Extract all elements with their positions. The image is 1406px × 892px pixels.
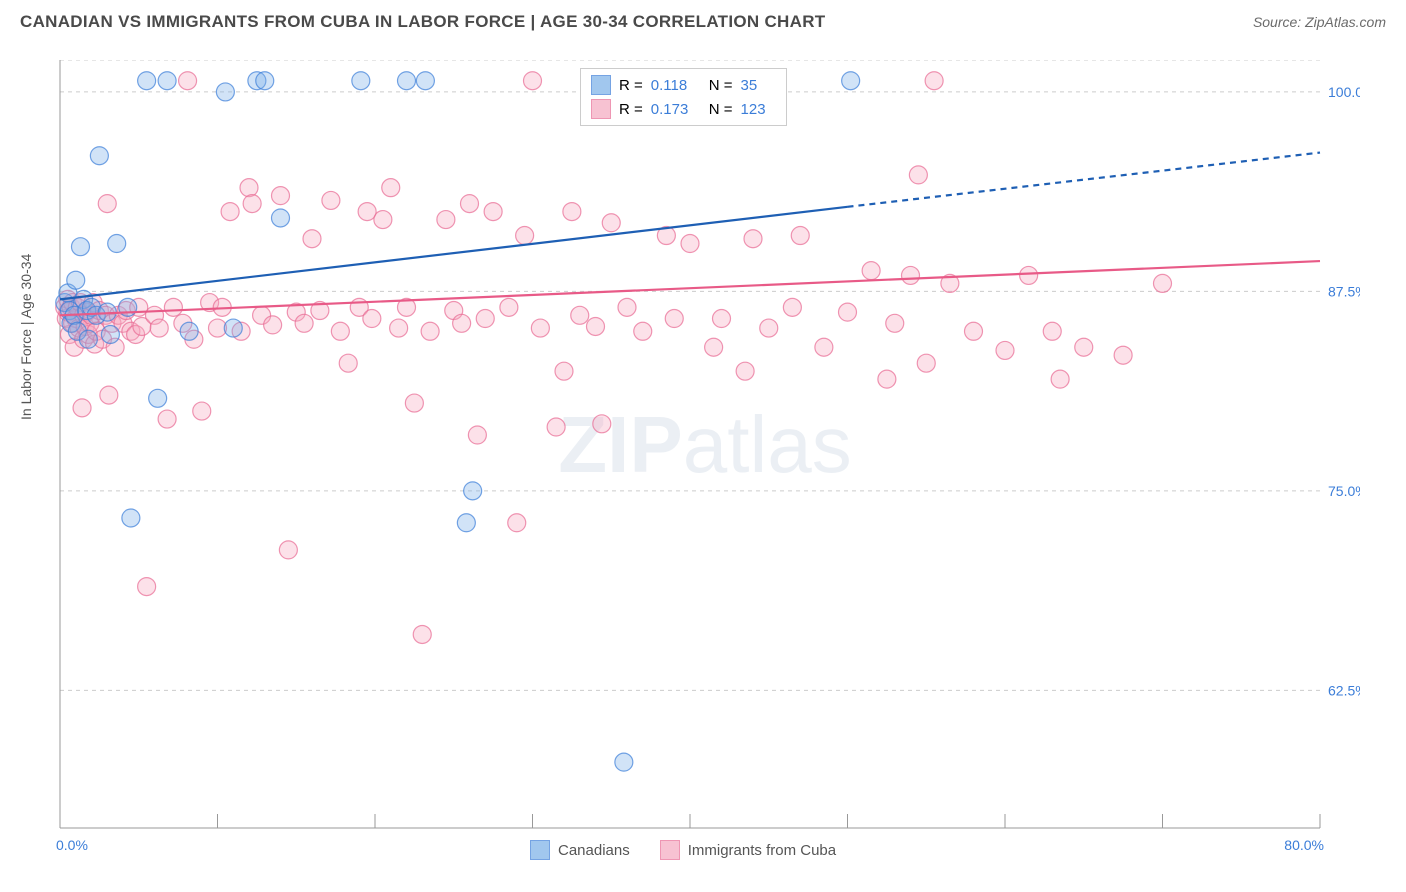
- n-label: N =: [709, 77, 733, 94]
- chart-title: CANADIAN VS IMMIGRANTS FROM CUBA IN LABO…: [20, 12, 825, 32]
- swatch-canadians: [591, 75, 611, 95]
- svg-text:80.0%: 80.0%: [1284, 837, 1324, 853]
- header-bar: CANADIAN VS IMMIGRANTS FROM CUBA IN LABO…: [0, 0, 1406, 40]
- r-label: R =: [619, 101, 643, 118]
- svg-text:62.5%: 62.5%: [1328, 682, 1360, 698]
- svg-text:75.0%: 75.0%: [1328, 483, 1360, 499]
- n-value-cuba: 123: [741, 101, 776, 118]
- n-label: N =: [709, 101, 733, 118]
- legend-stats-row-canadians: R = 0.118 N = 35: [591, 73, 776, 97]
- chart-area: ZIPatlas 62.5%75.0%87.5%100.0%0.0%80.0% …: [50, 60, 1360, 830]
- legend-label-canadians: Canadians: [558, 842, 630, 859]
- swatch-canadians-icon: [530, 840, 550, 860]
- legend-stats-row-cuba: R = 0.173 N = 123: [591, 97, 776, 121]
- legend-stats-box: R = 0.118 N = 35 R = 0.173 N = 123: [580, 68, 787, 126]
- y-axis-label: In Labor Force | Age 30-34: [18, 254, 34, 420]
- svg-text:0.0%: 0.0%: [56, 837, 88, 853]
- swatch-cuba: [591, 99, 611, 119]
- source-attribution: Source: ZipAtlas.com: [1253, 14, 1386, 30]
- legend-label-cuba: Immigrants from Cuba: [688, 842, 836, 859]
- svg-text:87.5%: 87.5%: [1328, 283, 1360, 299]
- legend-item-canadians: Canadians: [530, 840, 630, 860]
- legend-item-cuba: Immigrants from Cuba: [660, 840, 836, 860]
- r-value-canadians: 0.118: [651, 77, 701, 94]
- scatter-plot-svg: 62.5% 75.0% 87.5% 100.0% 0.0% 80.0%: [50, 60, 1360, 870]
- r-value-cuba: 0.173: [651, 101, 701, 118]
- svg-text:100.0%: 100.0%: [1328, 84, 1360, 100]
- swatch-cuba-icon: [660, 840, 680, 860]
- n-value-canadians: 35: [741, 77, 776, 94]
- r-label: R =: [619, 77, 643, 94]
- legend-bottom: Canadians Immigrants from Cuba: [530, 840, 836, 860]
